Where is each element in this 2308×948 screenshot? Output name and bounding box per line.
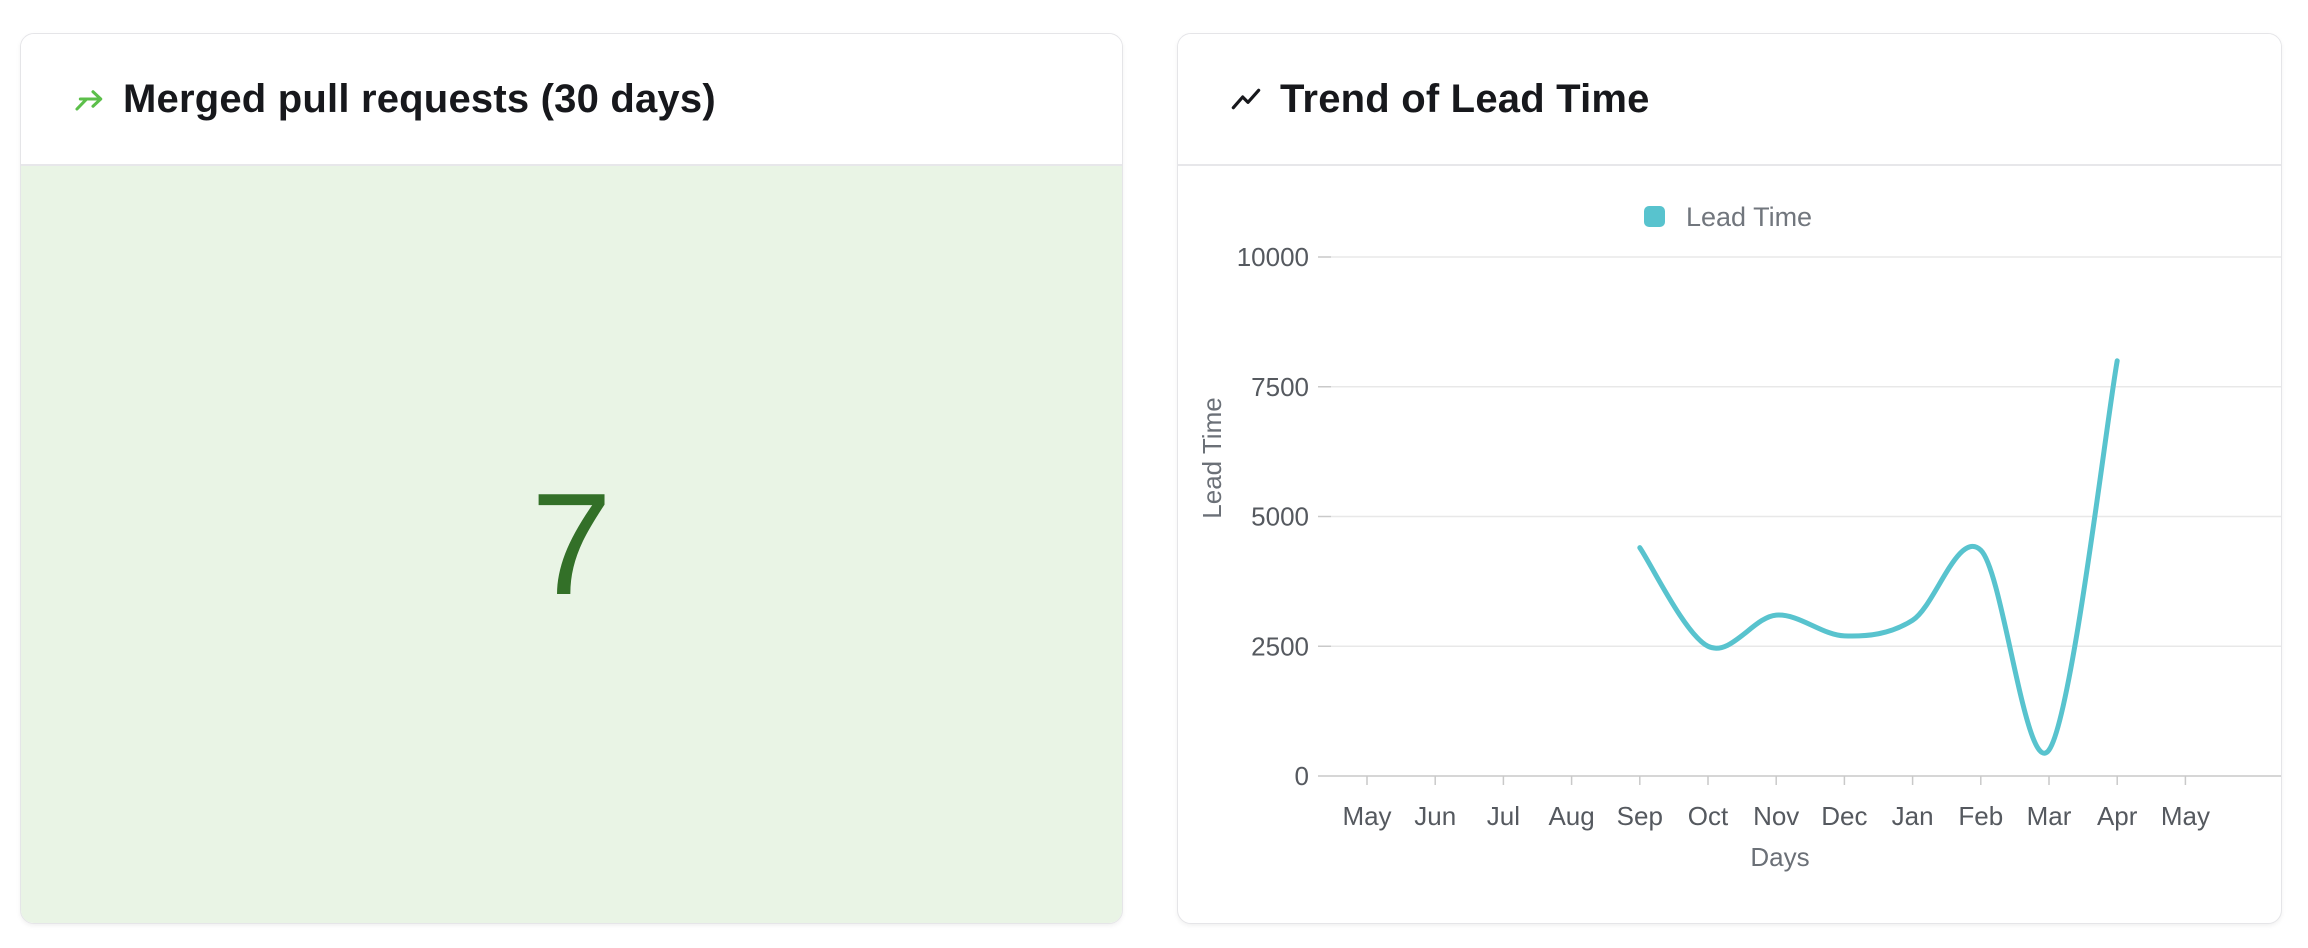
merged-pull-requests-panel: 7 — [21, 166, 1122, 923]
x-tick-label: Jul — [1487, 801, 1520, 831]
merged-pull-requests-count: 7 — [531, 463, 612, 625]
merge-icon — [73, 83, 105, 115]
x-tick-label: Nov — [1753, 801, 1799, 831]
lead-time-trend-title: Trend of Lead Time — [1280, 76, 1650, 121]
x-tick-label: Feb — [1958, 801, 2003, 831]
x-tick-label: Dec — [1821, 801, 1867, 831]
lead-time-line-series[interactable] — [1637, 358, 2120, 756]
x-tick-label: Apr — [2097, 801, 2138, 831]
lead-time-trend-card: Trend of Lead Time 0 2500 5000 7500 10000 May… — [1177, 33, 2282, 924]
legend-item-lead-time[interactable]: Lead Time — [1644, 202, 1812, 232]
x-tick-label: May — [1342, 801, 1391, 831]
x-tick-label: Oct — [1688, 801, 1729, 831]
x-tick-label: Jun — [1414, 801, 1456, 831]
y-tick-label: 2500 — [1251, 631, 1309, 661]
lead-time-chart-panel: 0 2500 5000 7500 10000 May Jun Jul Aug Sep Oct Nov D… — [1178, 166, 2281, 923]
legend-label: Lead Time — [1686, 202, 1812, 232]
trend-up-icon — [1230, 83, 1262, 115]
x-axis-title: Days — [1750, 842, 1809, 872]
y-axis-title: Lead Time — [1197, 397, 1227, 518]
x-tick-label: Mar — [2027, 801, 2072, 831]
lead-time-trend-header: Trend of Lead Time — [1178, 34, 2281, 166]
legend-swatch — [1644, 206, 1665, 227]
x-tick-label: Aug — [1548, 801, 1594, 831]
y-tick-label: 10000 — [1237, 242, 1309, 272]
y-tick-label: 7500 — [1251, 372, 1309, 402]
y-tick-label: 5000 — [1251, 502, 1309, 532]
merged-pull-requests-title: Merged pull requests (30 days) — [123, 76, 716, 121]
lead-time-chart[interactable]: 0 2500 5000 7500 10000 May Jun Jul Aug Sep Oct Nov D… — [1178, 166, 2281, 923]
merged-pull-requests-card: Merged pull requests (30 days) 7 — [20, 33, 1123, 924]
y-tick-label: 0 — [1295, 761, 1309, 791]
merged-pull-requests-header: Merged pull requests (30 days) — [21, 34, 1122, 166]
x-tick-label: Sep — [1617, 801, 1663, 831]
x-tick-label: May — [2161, 801, 2210, 831]
x-tick-label: Jan — [1892, 801, 1934, 831]
